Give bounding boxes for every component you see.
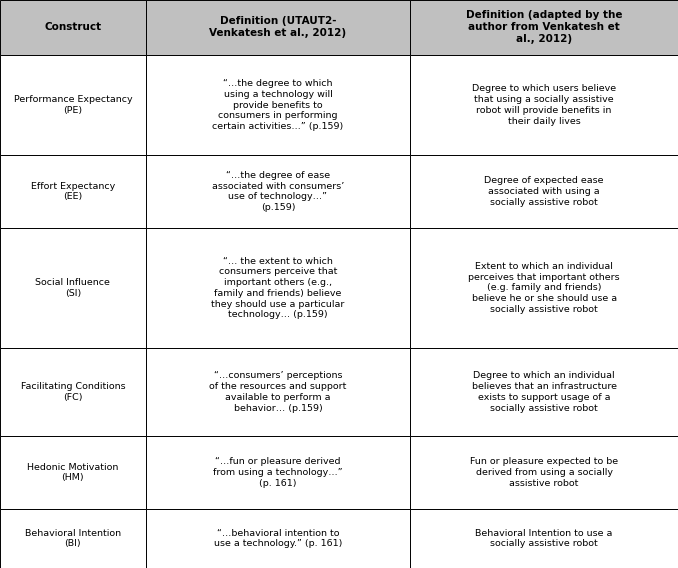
Bar (146, 509, 410, 568)
Bar (0, 0, 146, 55)
Text: Behavioral Intention to use a
socially assistive robot: Behavioral Intention to use a socially a… (475, 529, 613, 548)
Text: “…fun or pleasure derived
from using a technology…”
(p. 161): “…fun or pleasure derived from using a t… (213, 457, 343, 488)
Bar (146, 228, 410, 348)
Text: Hedonic Motivation
(HM): Hedonic Motivation (HM) (27, 462, 119, 482)
Bar (0, 55, 146, 155)
Bar (0, 155, 146, 228)
Text: Effort Expectancy
(EE): Effort Expectancy (EE) (31, 182, 115, 202)
Text: Construct: Construct (44, 23, 102, 32)
Text: Fun or pleasure expected to be
derived from using a socially
assistive robot: Fun or pleasure expected to be derived f… (470, 457, 618, 488)
Bar (410, 55, 678, 155)
Bar (410, 436, 678, 509)
Bar (0, 348, 146, 436)
Text: Social Influence
(SI): Social Influence (SI) (35, 278, 111, 298)
Bar (146, 155, 410, 228)
Text: “… the extent to which
consumers perceive that
important others (e.g.,
family an: “… the extent to which consumers perceiv… (212, 257, 344, 319)
Text: “…consumers’ perceptions
of the resources and support
available to perform a
beh: “…consumers’ perceptions of the resource… (210, 371, 346, 412)
Bar (146, 436, 410, 509)
Bar (146, 55, 410, 155)
Text: Extent to which an individual
perceives that important others
(e.g. family and f: Extent to which an individual perceives … (468, 262, 620, 314)
Bar (146, 348, 410, 436)
Bar (410, 348, 678, 436)
Text: Degree to which an individual
believes that an infrastructure
exists to support : Degree to which an individual believes t… (472, 371, 616, 412)
Bar (146, 0, 410, 55)
Bar (410, 228, 678, 348)
Text: Definition (UTAUT2-
Venkatesh et al., 2012): Definition (UTAUT2- Venkatesh et al., 20… (210, 16, 346, 39)
Bar (410, 0, 678, 55)
Text: Behavioral Intention
(BI): Behavioral Intention (BI) (25, 529, 121, 548)
Bar (0, 509, 146, 568)
Text: “…the degree to which
using a technology will
provide benefits to
consumers in p: “…the degree to which using a technology… (212, 79, 344, 131)
Text: Facilitating Conditions
(FC): Facilitating Conditions (FC) (20, 382, 125, 402)
Bar (410, 509, 678, 568)
Bar (410, 155, 678, 228)
Text: Definition (adapted by the
author from Venkatesh et
al., 2012): Definition (adapted by the author from V… (466, 10, 622, 44)
Bar (0, 436, 146, 509)
Text: Degree to which users believe
that using a socially assistive
robot will provide: Degree to which users believe that using… (472, 85, 616, 126)
Bar (0, 228, 146, 348)
Text: “…behavioral intention to
use a technology.” (p. 161): “…behavioral intention to use a technolo… (214, 529, 342, 548)
Text: Degree of expected ease
associated with using a
socially assistive robot: Degree of expected ease associated with … (484, 176, 604, 207)
Text: Performance Expectancy
(PE): Performance Expectancy (PE) (14, 95, 132, 115)
Text: “…the degree of ease
associated with consumers’
use of technology…”
(p.159): “…the degree of ease associated with con… (212, 171, 344, 212)
